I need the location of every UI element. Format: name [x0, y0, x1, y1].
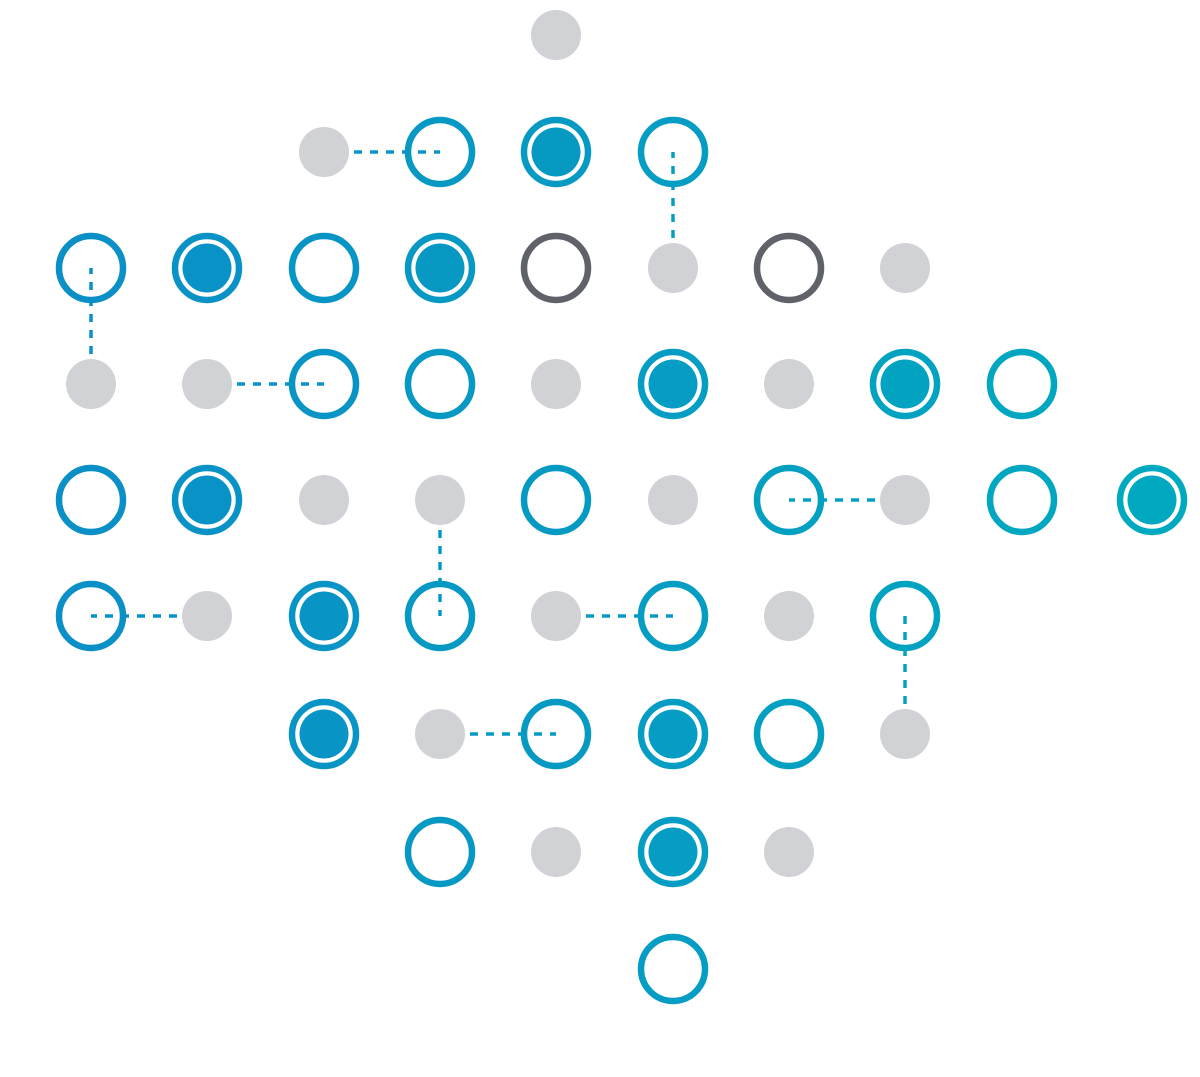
- node-gray-dot: [764, 827, 814, 877]
- nodes-layer: [55, 10, 1188, 1005]
- inner-fill: [299, 709, 349, 759]
- node-ring: [404, 348, 476, 420]
- dark-ring: [520, 232, 592, 304]
- node-filled-ring: [171, 464, 243, 536]
- inner-fill: [648, 359, 698, 409]
- ring: [753, 698, 825, 770]
- node-filled-ring: [404, 232, 476, 304]
- dashed-links: [89, 150, 907, 736]
- inner-fill: [648, 709, 698, 759]
- node-ring: [55, 464, 127, 536]
- gray-dot: [299, 475, 349, 525]
- node-gray-dot: [299, 127, 349, 177]
- node-ring: [288, 232, 360, 304]
- gray-dot: [531, 10, 581, 60]
- node-gray-dot: [531, 827, 581, 877]
- inner-fill: [648, 827, 698, 877]
- inner-fill: [182, 243, 232, 293]
- inner-fill: [531, 127, 581, 177]
- node-gray-dot: [880, 243, 930, 293]
- inner-fill: [415, 243, 465, 293]
- ring: [637, 933, 709, 1005]
- gray-dot: [182, 591, 232, 641]
- node-ring: [986, 464, 1058, 536]
- node-gray-dot: [182, 591, 232, 641]
- gray-dot: [764, 827, 814, 877]
- node-filled-ring: [288, 698, 360, 770]
- gray-dot: [415, 709, 465, 759]
- node-dark-ring: [753, 232, 825, 304]
- gray-dot: [648, 243, 698, 293]
- node-gray-dot: [880, 475, 930, 525]
- inner-fill: [1127, 475, 1177, 525]
- node-filled-ring: [171, 232, 243, 304]
- node-ring: [520, 464, 592, 536]
- node-gray-dot: [764, 591, 814, 641]
- node-gray-dot: [415, 475, 465, 525]
- node-filled-ring: [520, 116, 592, 188]
- gray-dot: [415, 475, 465, 525]
- gray-dot: [880, 243, 930, 293]
- gray-dot: [764, 359, 814, 409]
- node-ring: [753, 698, 825, 770]
- ring: [404, 348, 476, 420]
- node-gray-dot: [764, 359, 814, 409]
- node-filled-ring: [637, 698, 709, 770]
- node-filled-ring: [637, 348, 709, 420]
- node-gray-dot: [66, 359, 116, 409]
- node-filled-ring: [637, 816, 709, 888]
- node-filled-ring: [288, 580, 360, 652]
- gray-dot: [648, 475, 698, 525]
- node-ring: [637, 933, 709, 1005]
- node-gray-dot: [531, 10, 581, 60]
- gray-dot: [880, 709, 930, 759]
- ring: [288, 232, 360, 304]
- ring: [986, 348, 1058, 420]
- inner-fill: [880, 359, 930, 409]
- inner-fill: [182, 475, 232, 525]
- gray-dot: [531, 359, 581, 409]
- gray-dot: [764, 591, 814, 641]
- node-filled-ring: [1116, 464, 1188, 536]
- gray-dot: [531, 591, 581, 641]
- ring: [986, 464, 1058, 536]
- node-ring: [986, 348, 1058, 420]
- node-gray-dot: [182, 359, 232, 409]
- inner-fill: [299, 591, 349, 641]
- gray-dot: [880, 475, 930, 525]
- node-gray-dot: [880, 709, 930, 759]
- node-gray-dot: [648, 475, 698, 525]
- node-gray-dot: [531, 591, 581, 641]
- node-gray-dot: [531, 359, 581, 409]
- node-dark-ring: [520, 232, 592, 304]
- dark-ring: [753, 232, 825, 304]
- node-filled-ring: [869, 348, 941, 420]
- node-gray-dot: [648, 243, 698, 293]
- node-gray-dot: [415, 709, 465, 759]
- ring: [55, 464, 127, 536]
- ring: [404, 816, 476, 888]
- gray-dot: [299, 127, 349, 177]
- gray-dot: [182, 359, 232, 409]
- ring: [520, 464, 592, 536]
- gray-dot: [531, 827, 581, 877]
- gray-dot: [66, 359, 116, 409]
- node-gray-dot: [299, 475, 349, 525]
- node-ring: [404, 816, 476, 888]
